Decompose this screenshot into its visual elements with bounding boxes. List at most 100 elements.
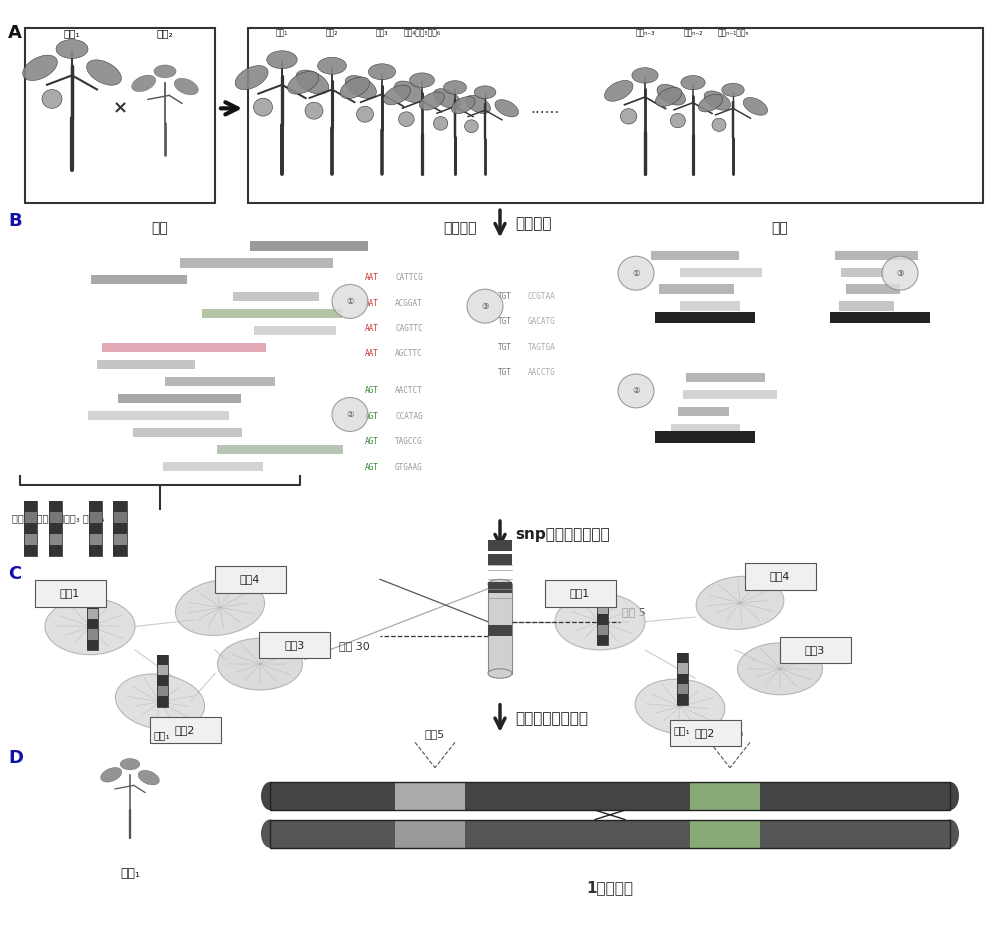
Ellipse shape (635, 679, 725, 734)
Text: 区段30: 区段30 (716, 729, 744, 739)
Bar (835, 251, 918, 260)
Bar (87, 629, 98, 640)
Bar (677, 653, 688, 705)
Text: 材料₁: 材料₁ (674, 725, 690, 736)
Ellipse shape (345, 75, 376, 98)
Text: ①: ① (346, 297, 354, 306)
Bar (488, 554, 512, 565)
Text: 类群4: 类群4 (240, 575, 260, 584)
Ellipse shape (318, 57, 346, 74)
Bar (87, 598, 98, 650)
Bar (113, 501, 126, 512)
Text: AAT: AAT (365, 324, 379, 333)
Text: AAT: AAT (365, 349, 379, 359)
Ellipse shape (632, 68, 658, 83)
Ellipse shape (495, 100, 519, 117)
Text: 材料ₙ₋₂: 材料ₙ₋₂ (683, 28, 703, 38)
Text: CCGTAA: CCGTAA (528, 292, 556, 301)
FancyBboxPatch shape (150, 717, 220, 743)
Ellipse shape (261, 820, 279, 848)
Bar (202, 309, 342, 318)
Text: ......: ...... (530, 101, 560, 116)
Ellipse shape (738, 642, 822, 695)
Bar (24, 501, 36, 556)
Bar (596, 614, 608, 625)
Bar (113, 523, 126, 534)
Ellipse shape (681, 75, 705, 89)
Ellipse shape (657, 85, 685, 106)
Text: AGT: AGT (365, 412, 379, 421)
Text: ②: ② (632, 386, 640, 396)
Text: 多重测序: 多重测序 (515, 217, 552, 231)
Bar (88, 411, 229, 420)
Bar (488, 625, 512, 636)
Bar (651, 251, 739, 260)
Ellipse shape (466, 95, 491, 114)
Bar (270, 820, 950, 848)
Bar (156, 655, 168, 665)
Bar (180, 258, 333, 268)
Text: 类群4: 类群4 (770, 572, 790, 581)
Text: A: A (8, 24, 22, 41)
Bar (686, 373, 765, 382)
Bar (156, 686, 168, 696)
Bar (690, 820, 760, 848)
Bar (655, 312, 755, 323)
Circle shape (399, 112, 414, 126)
Bar (488, 582, 512, 593)
Circle shape (618, 256, 654, 290)
Text: 单倍型₁ 单倍型₂单倍型₃ 单倍型₄: 单倍型₁ 单倍型₂单倍型₃ 单倍型₄ (12, 513, 104, 524)
Text: CAGTTC: CAGTTC (395, 324, 423, 333)
Ellipse shape (743, 97, 768, 115)
Bar (678, 407, 729, 416)
Circle shape (433, 117, 448, 130)
Ellipse shape (56, 40, 88, 58)
Bar (91, 275, 187, 284)
Bar (680, 301, 740, 311)
Bar (87, 598, 98, 609)
Bar (270, 782, 950, 810)
Text: 1号染色体: 1号染色体 (586, 880, 634, 895)
Bar (655, 431, 755, 443)
Ellipse shape (218, 639, 302, 690)
Bar (156, 655, 168, 706)
FancyBboxPatch shape (214, 566, 286, 593)
Ellipse shape (235, 66, 268, 89)
FancyBboxPatch shape (259, 632, 330, 658)
Ellipse shape (175, 579, 265, 636)
Bar (690, 782, 760, 810)
Text: 类群3: 类群3 (805, 645, 825, 655)
FancyBboxPatch shape (744, 563, 816, 590)
Text: AACTCT: AACTCT (395, 386, 423, 396)
FancyBboxPatch shape (545, 580, 616, 607)
Bar (830, 312, 930, 323)
Ellipse shape (174, 78, 198, 95)
Bar (163, 462, 263, 471)
Text: ×: × (112, 99, 128, 118)
Bar (395, 782, 465, 810)
Bar (596, 593, 608, 645)
Text: ①: ① (632, 268, 640, 278)
Ellipse shape (488, 579, 512, 589)
Ellipse shape (696, 577, 784, 629)
Text: AGT: AGT (365, 463, 379, 472)
Ellipse shape (941, 782, 959, 810)
Bar (165, 377, 275, 386)
Bar (250, 241, 368, 251)
Text: 材料₃: 材料₃ (376, 28, 388, 38)
Circle shape (42, 89, 62, 108)
Text: AGT: AGT (365, 386, 379, 396)
Bar (88, 512, 102, 523)
Ellipse shape (296, 70, 329, 94)
Bar (48, 544, 62, 556)
Text: 类群1: 类群1 (570, 589, 590, 598)
Text: TGT: TGT (498, 292, 512, 301)
Bar (133, 428, 242, 437)
Circle shape (356, 106, 374, 122)
Text: 数据拆分: 数据拆分 (443, 221, 477, 236)
Text: ③: ③ (481, 301, 489, 311)
Bar (102, 343, 266, 352)
Bar (156, 665, 168, 675)
FancyBboxPatch shape (34, 580, 106, 607)
Ellipse shape (394, 81, 424, 103)
